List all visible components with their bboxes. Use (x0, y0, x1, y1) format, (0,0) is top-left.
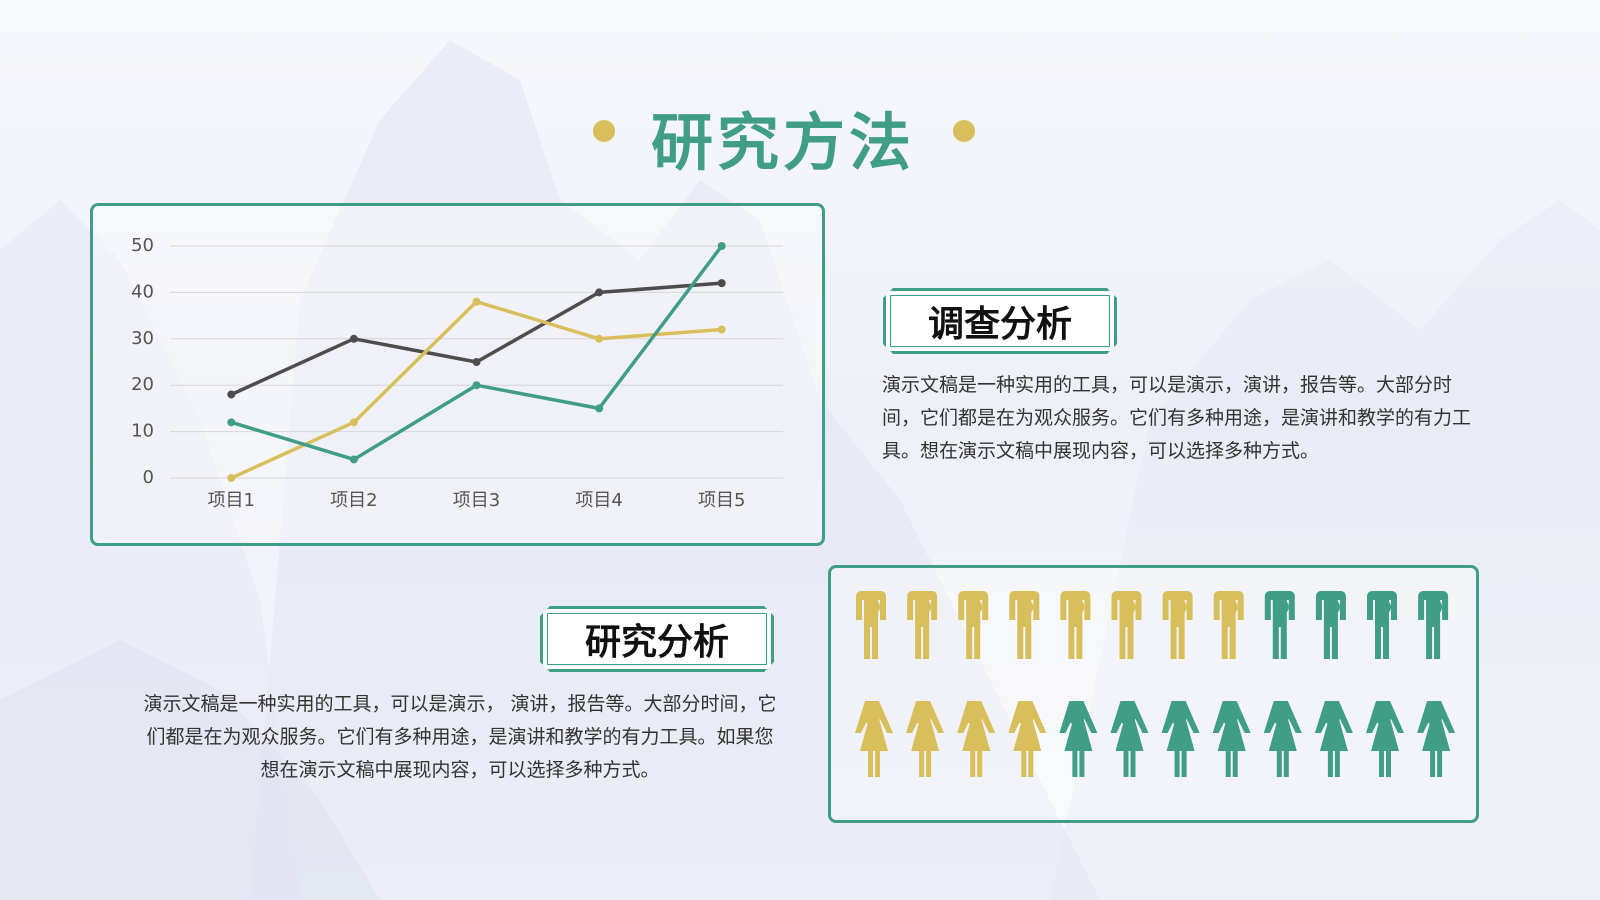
x-tick-label: 项目5 (698, 490, 745, 511)
icon-body (1161, 701, 1200, 777)
icon-body (1059, 701, 1098, 777)
person-icon (856, 591, 886, 659)
person-icon (1162, 591, 1193, 659)
series-point (349, 418, 358, 427)
person-icon (1263, 701, 1302, 777)
series-point (595, 334, 604, 343)
title-dot (953, 120, 975, 142)
series-point (227, 418, 236, 427)
series-point (227, 390, 236, 399)
chart-frame (90, 203, 825, 546)
section-heading: 研究分析 (540, 606, 774, 672)
icon-body (906, 701, 945, 777)
slide-title: 研究方法 (650, 106, 915, 179)
person-icon (1366, 701, 1404, 777)
series-point (227, 474, 236, 482)
y-tick-label: 40 (131, 281, 154, 302)
person-icon (1264, 591, 1295, 659)
icon-body (1263, 701, 1302, 777)
title-dot (593, 120, 615, 142)
series-point (595, 404, 604, 413)
person-icon (1367, 591, 1397, 659)
icon-body (855, 701, 893, 777)
y-tick-label: 0 (143, 467, 154, 488)
icon-body (957, 701, 996, 777)
icon-body (1110, 701, 1149, 777)
icon-body (1264, 591, 1295, 659)
section-text: 演示文稿是一种实用的工具，可以是演示， 演讲，报告等。大部分时间，它们都是在为观… (143, 693, 777, 781)
icon-body (1366, 701, 1404, 777)
icon-body (1008, 701, 1047, 777)
y-tick-label: 10 (131, 421, 154, 442)
person-icon (958, 591, 989, 659)
person-icon (1212, 701, 1251, 777)
x-tick-label: 项目1 (208, 490, 255, 511)
series-point (595, 288, 604, 297)
person-icon (1314, 701, 1353, 777)
icon-body (1314, 701, 1353, 777)
series-point (717, 279, 726, 288)
icon-body (958, 591, 989, 659)
icon-body (1367, 591, 1397, 659)
series-point (349, 455, 358, 464)
person-icon (907, 591, 938, 659)
section-heading: 调查分析 (883, 288, 1117, 354)
series-point (472, 297, 481, 306)
person-icon (1060, 591, 1091, 659)
icon-body (1213, 591, 1244, 659)
person-icon (957, 701, 996, 777)
x-tick-label: 项目3 (453, 490, 500, 511)
person-icon (1213, 591, 1244, 659)
y-tick-label: 20 (131, 374, 154, 395)
section-text: 演示文稿是一种实用的工具，可以是演示，演讲，报告等。大部分时间，它们都是在为观众… (882, 374, 1472, 462)
x-tick-label: 项目2 (330, 490, 377, 511)
person-icon (855, 701, 893, 777)
person-icon (1009, 591, 1040, 659)
series-point (472, 358, 481, 366)
person-icon (1161, 701, 1200, 777)
person-icon (906, 701, 945, 777)
icon-body (1060, 591, 1091, 659)
icon-body (1212, 701, 1251, 777)
icon-body (1315, 591, 1346, 659)
person-icon (1059, 701, 1098, 777)
icon-body (1009, 591, 1040, 659)
person-icon (1111, 591, 1142, 659)
person-icon (1008, 701, 1047, 777)
y-tick-label: 30 (131, 328, 154, 349)
person-icon (1315, 591, 1346, 659)
series-point (349, 334, 358, 343)
icon-body (1418, 591, 1449, 659)
icon-body (1162, 591, 1193, 659)
icon-body (1417, 701, 1456, 777)
person-icon (1110, 701, 1149, 777)
icon-body (1111, 591, 1142, 659)
person-icon (1418, 591, 1449, 659)
series-point (717, 325, 726, 334)
icon-body (907, 591, 938, 659)
y-tick-label: 50 (131, 235, 154, 256)
series-point (472, 381, 481, 390)
x-tick-label: 项目4 (575, 490, 622, 511)
series-point (717, 242, 726, 250)
icon-body (856, 591, 886, 659)
person-icon (1417, 701, 1456, 777)
